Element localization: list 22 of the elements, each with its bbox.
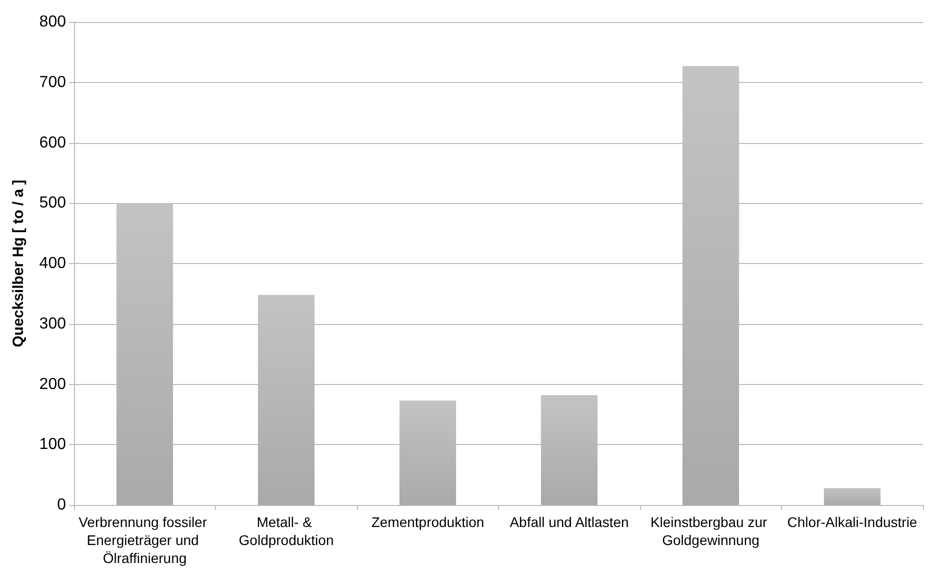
x-tick-label: Kleinstbergbau zur Goldgewinnung	[650, 514, 772, 548]
y-tick-label: 400	[39, 255, 66, 272]
y-tick-label: 800	[39, 14, 66, 30]
bar	[258, 294, 315, 505]
y-tick-label: 0	[57, 496, 66, 514]
x-tick-label: Verbrennung fossiler Energieträger und Ölraffinierung	[78, 514, 211, 566]
y-tick-label: 500	[39, 194, 66, 212]
x-tick-label: Abfall und Altlasten	[510, 514, 629, 530]
bar	[824, 488, 881, 505]
bar	[399, 400, 456, 505]
y-tick-label: 600	[39, 134, 66, 152]
y-tick-label: 300	[39, 315, 66, 332]
x-tick-label: Chlor-Alkali-Industrie	[787, 514, 918, 530]
y-axis-title: Quecksilber Hg [ to / a ]	[10, 180, 27, 348]
x-tick-label: Metall- & Goldproduktion	[238, 514, 334, 548]
x-tick-label: Zementproduktion	[371, 514, 484, 530]
y-tick-label: 700	[39, 74, 66, 91]
bar	[116, 203, 174, 505]
bar	[540, 395, 598, 505]
y-tick-label: 100	[39, 436, 66, 454]
bar	[682, 66, 740, 505]
y-tick-label: 200	[39, 376, 66, 393]
